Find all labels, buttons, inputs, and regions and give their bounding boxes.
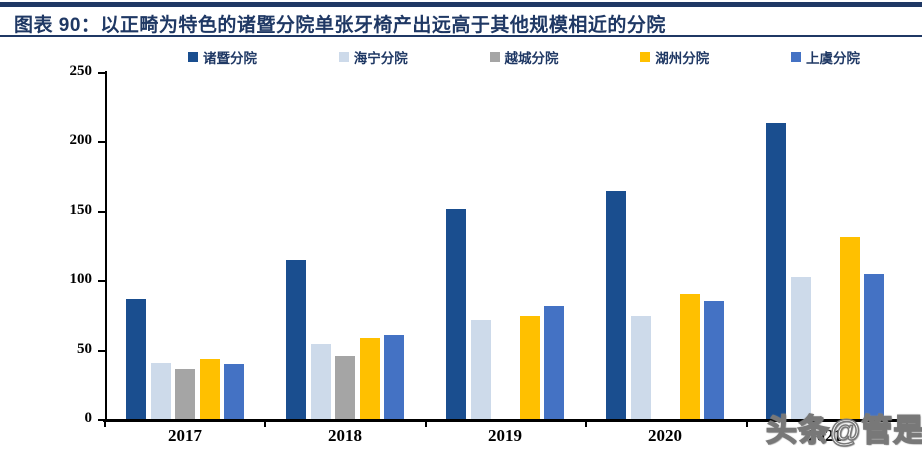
bar-shangyu-2017 <box>224 364 244 420</box>
watermark: 头条@管是 <box>765 412 922 449</box>
x-axis-label: 2020 <box>648 426 682 445</box>
chart-legend: 诸暨分院 海宁分院 越城分院 湖州分院 上虞分院 <box>188 48 860 66</box>
bar-huzhou-2017 <box>199 358 220 420</box>
bar-shangyu-2018 <box>384 335 404 420</box>
y-axis-tick <box>98 72 105 74</box>
x-axis-label: 2017 <box>168 426 202 445</box>
bar-shangyu-2019 <box>544 306 564 420</box>
x-axis-tick <box>424 420 427 427</box>
legend-label-shangyu: 上虞分院 <box>806 51 860 66</box>
y-tick-label: 100 <box>69 271 93 288</box>
x-axis-tick <box>585 420 587 427</box>
bar-zhuji-2019 <box>446 209 466 420</box>
y-tick-label: 50 <box>77 340 92 357</box>
y-axis <box>105 71 107 422</box>
x-axis-tick <box>745 420 748 427</box>
y-tick-label: 250 <box>69 63 93 79</box>
y-axis-tick <box>98 419 105 421</box>
bar-haining-2019 <box>470 320 491 420</box>
legend-swatch-zhuji-icon <box>188 52 198 62</box>
bar-shangyu-2021 <box>864 274 884 420</box>
legend-item-yuecheng: 越城分院 <box>489 47 559 67</box>
x-axis-tick <box>264 420 266 427</box>
figure-title: 图表 90：以正畸为特色的诸暨分院单张牙椅产出远高于其他规模相近的分院 <box>14 10 914 37</box>
bar-huzhou-2020 <box>679 293 700 420</box>
y-axis-tick <box>98 280 105 283</box>
bar-haining-2018 <box>310 343 331 420</box>
legend-item-shangyu: 上虞分院 <box>791 47 860 67</box>
y-tick-label: 150 <box>69 201 93 218</box>
x-axis-label: 2018 <box>328 426 362 445</box>
bar-shangyu-2020 <box>704 300 724 420</box>
bar-zhuji-2020 <box>606 190 626 420</box>
legend-item-zhuji: 诸暨分院 <box>188 47 257 67</box>
legend-swatch-huzhou-icon <box>640 52 651 62</box>
bar-zhuji-2017 <box>126 299 146 420</box>
legend-label-zhuji: 诸暨分院 <box>203 51 257 66</box>
bar-huzhou-2021 <box>839 236 860 420</box>
figure-title-prefix: 图表 90： <box>14 15 101 36</box>
bar-haining-2021 <box>790 277 811 420</box>
x-axis-label: 2021 <box>808 426 842 445</box>
legend-label-haining: 海宁分院 <box>353 51 408 66</box>
legend-item-haining: 海宁分院 <box>338 47 408 67</box>
x-axis-tick <box>906 420 908 427</box>
y-axis-tick <box>98 210 105 213</box>
y-axis-tick <box>98 349 105 352</box>
y-tick-label: 0 <box>84 410 93 426</box>
legend-label-yuecheng: 越城分院 <box>504 51 559 66</box>
figure-title-text: 以正畸为特色的诸暨分院单张牙椅产出远高于其他规模相近的分院 <box>100 15 666 36</box>
y-tick-label: 200 <box>69 132 93 149</box>
bar-yuecheng-2017 <box>175 368 195 420</box>
x-axis <box>103 419 908 422</box>
legend-swatch-yuecheng-icon <box>489 52 500 62</box>
top-accent-rule <box>0 2 922 7</box>
title-divider-rule <box>0 35 922 37</box>
y-axis-tick <box>98 141 105 144</box>
bar-huzhou-2018 <box>359 338 380 420</box>
bar-haining-2020 <box>630 315 651 420</box>
bar-huzhou-2019 <box>519 315 540 420</box>
legend-swatch-shangyu-icon <box>791 52 801 62</box>
bar-zhuji-2021 <box>766 122 786 420</box>
legend-label-huzhou: 湖州分院 <box>655 51 710 66</box>
x-axis-tick <box>103 420 106 427</box>
bar-zhuji-2018 <box>286 260 306 420</box>
x-axis-label: 2019 <box>488 426 522 445</box>
bar-haining-2017 <box>150 363 171 420</box>
legend-item-huzhou: 湖州分院 <box>640 47 709 67</box>
legend-swatch-haining-icon <box>338 52 349 62</box>
bar-yuecheng-2018 <box>335 356 355 420</box>
